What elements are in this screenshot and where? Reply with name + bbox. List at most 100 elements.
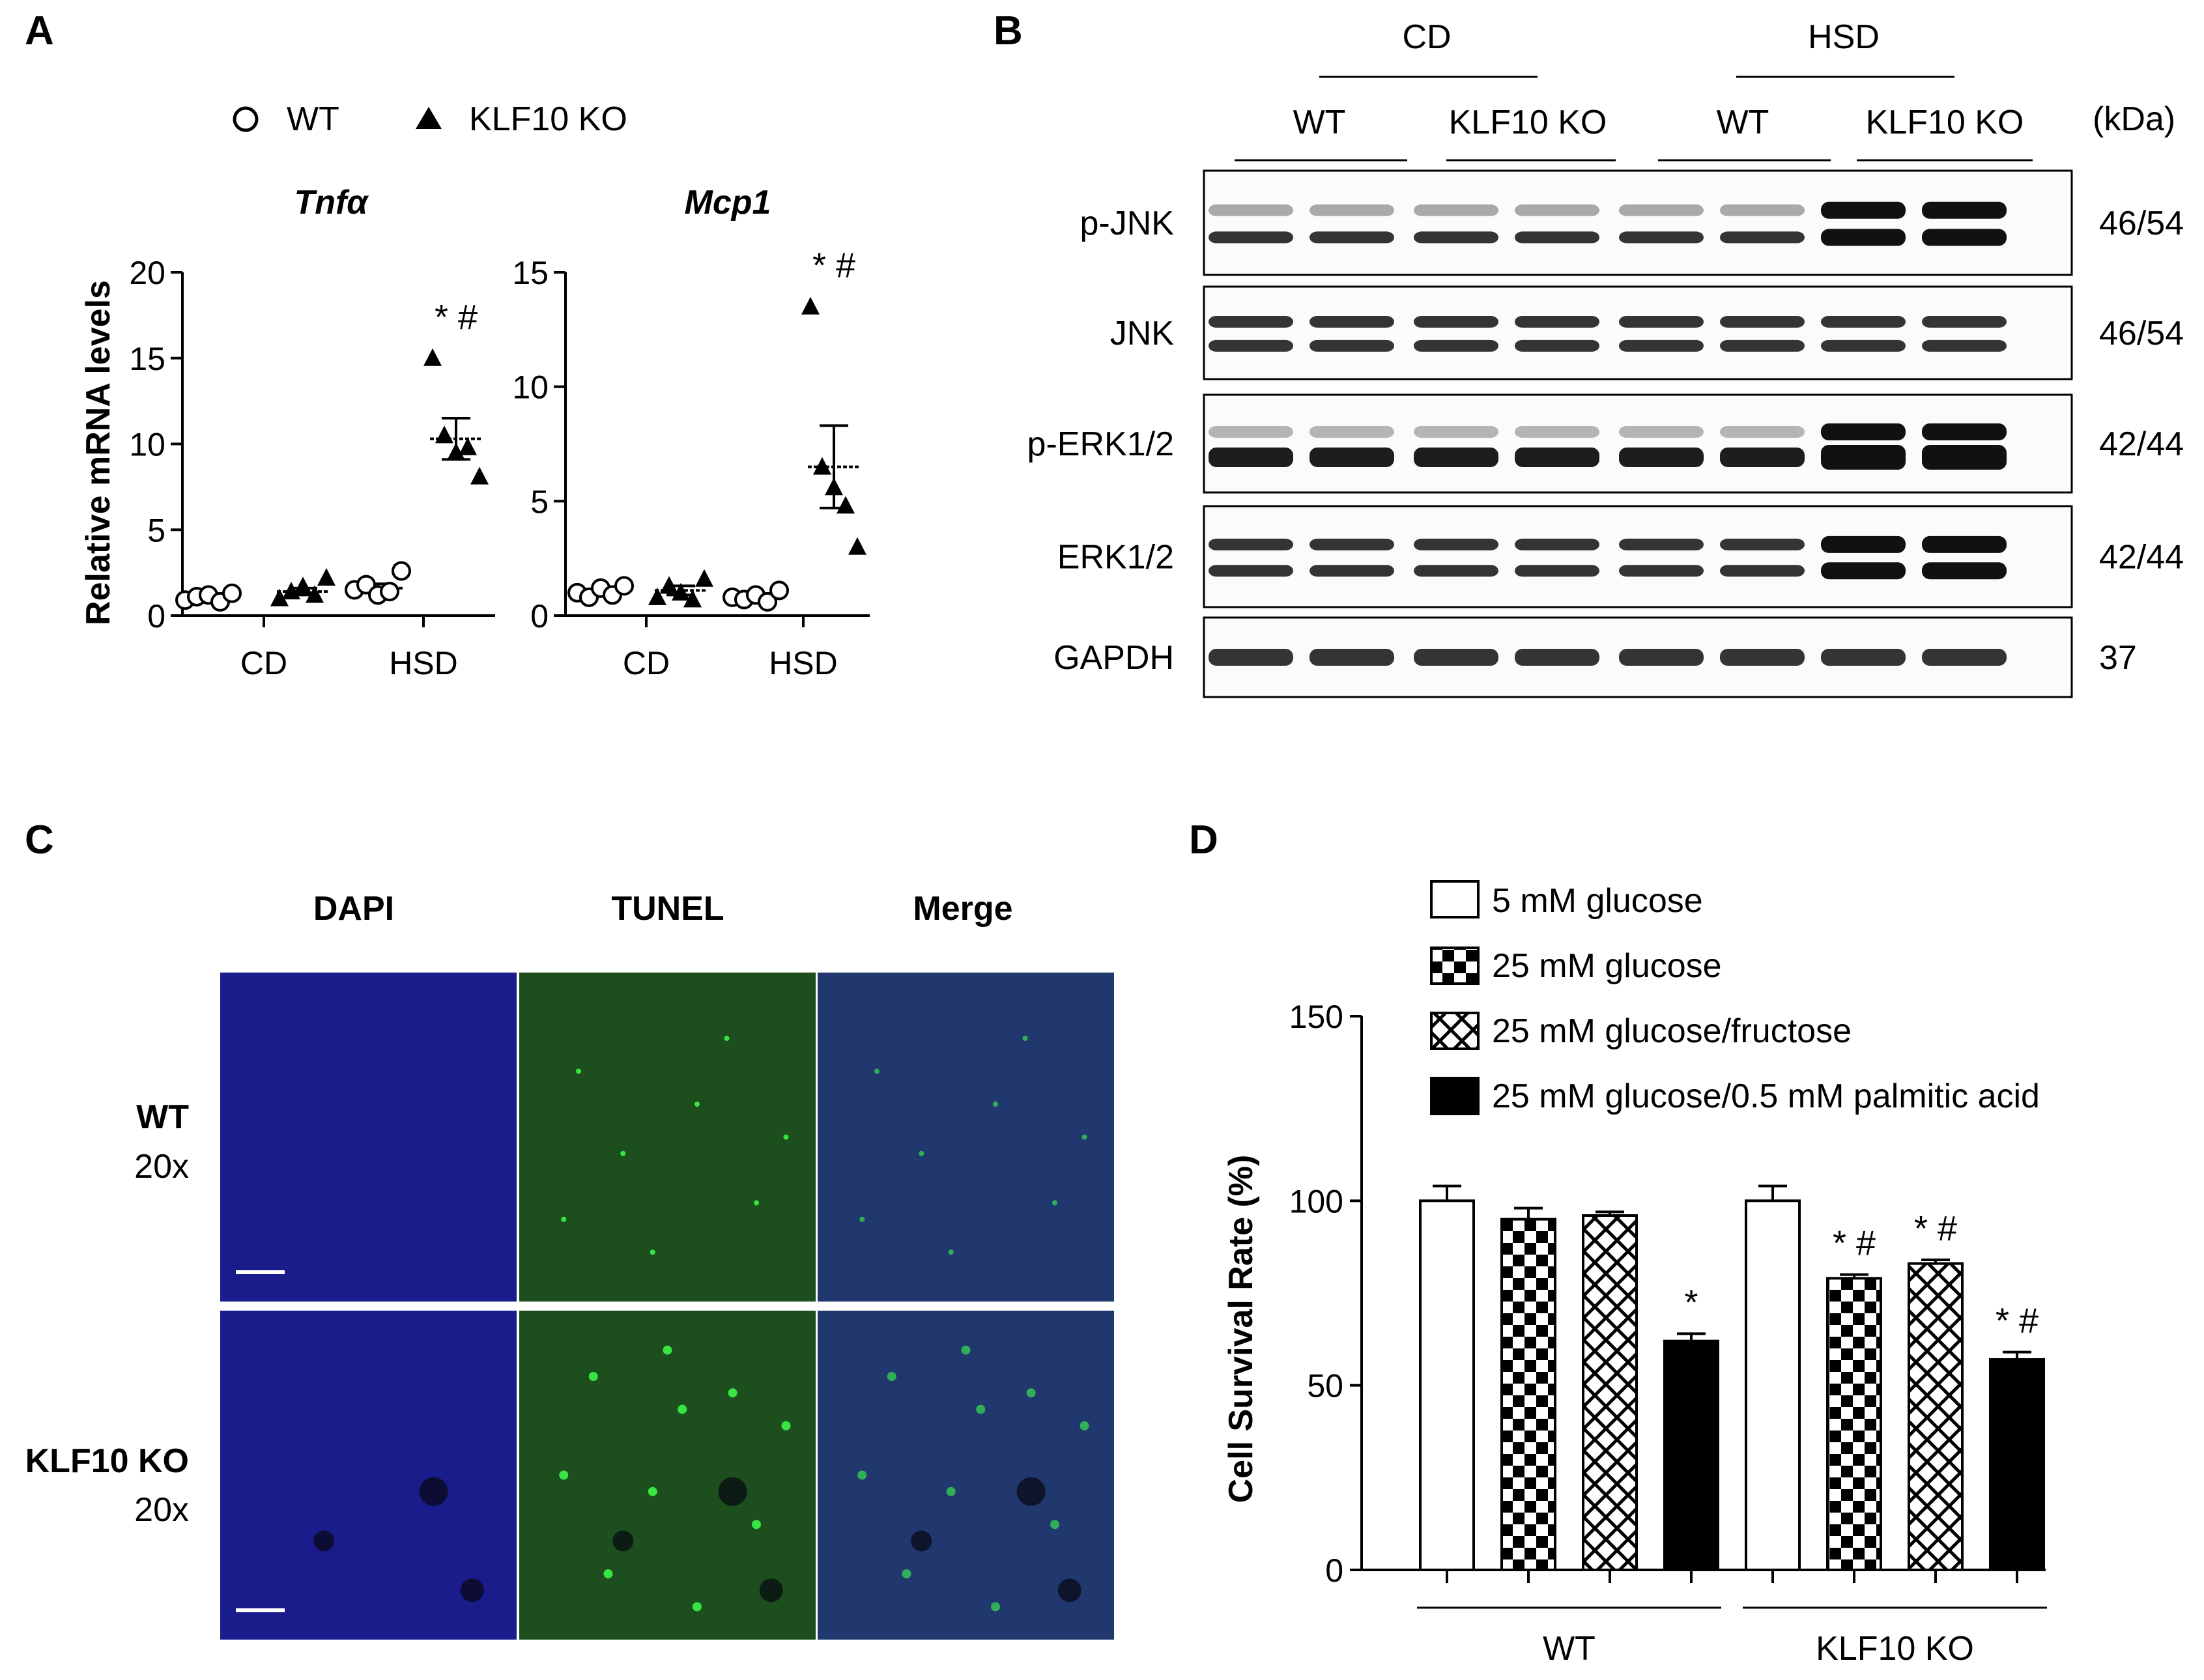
panel-b-western-blot: B CD HSD WT KLF10 KO WT KLF10 KO (kDa) p… [994, 8, 2184, 698]
blot-box [1203, 169, 2073, 276]
micrograph-image [220, 973, 517, 1302]
blot-band [1619, 204, 1704, 216]
data-point-ko [683, 590, 702, 608]
blot-row-label: GAPDH [1053, 639, 1174, 677]
x-category-label: HSD [769, 645, 838, 681]
apoptotic-spot [663, 1345, 672, 1355]
blot-band [1619, 315, 1704, 328]
bar [1500, 1217, 1556, 1571]
y-tick-label: 150 [1289, 999, 1343, 1035]
y-tick-label: 0 [1325, 1552, 1343, 1589]
x-category-label: WT [1543, 1630, 1596, 1668]
blot-band [1414, 315, 1498, 328]
apoptotic-spot [1080, 1421, 1089, 1431]
data-point-ko [695, 569, 713, 587]
apoptotic-spot [783, 1134, 789, 1140]
dark-vacuole [460, 1578, 484, 1602]
apoptotic-spot [620, 1150, 626, 1156]
blot-band [1922, 339, 2007, 352]
apoptotic-spot [752, 1520, 761, 1530]
blot-band [1720, 315, 1805, 328]
apoptotic-spot [559, 1470, 569, 1480]
legend-label-glucose-fructose: 25 mM glucose/fructose [1492, 1012, 1852, 1050]
blot-band [1821, 535, 1906, 553]
data-point-ko [660, 576, 678, 594]
data-point-ko [317, 568, 336, 586]
blot-band [1515, 315, 1599, 328]
legend-swatch-glucose-fructose [1430, 1012, 1480, 1050]
blot-row-label: JNK [1110, 315, 1175, 352]
blot-row-label: p-ERK1/2 [1027, 425, 1174, 463]
data-point-ko [306, 585, 324, 603]
blot-band [1209, 565, 1293, 577]
blot-box [1203, 505, 2073, 608]
legend-label-25mm-glucose: 25 mM glucose [1492, 947, 1722, 985]
blot-band [1821, 229, 1906, 246]
blot-band [1515, 565, 1599, 577]
apoptotic-spot [694, 1102, 700, 1107]
legend-label-ko: KLF10 KO [469, 100, 627, 138]
panel-a: A WT KLF10 KO Relative mRNA levels Tnfα … [25, 8, 870, 681]
micro-column-tunel: TUNEL [611, 890, 724, 928]
blot-row-kda: 46/54 [2099, 315, 2184, 352]
dark-vacuole [313, 1530, 335, 1552]
blot-band [1209, 231, 1293, 244]
blot-band [1414, 538, 1498, 550]
data-point-wt [614, 576, 634, 596]
data-point-ko [801, 296, 820, 315]
micro-row-ko-label: KLF10 KO [25, 1442, 189, 1480]
y-tick-label: 50 [1307, 1368, 1343, 1404]
data-point-wt [758, 591, 777, 612]
apoptotic-spot [874, 1068, 880, 1074]
apoptotic-spot [603, 1569, 613, 1578]
dark-vacuole [911, 1530, 932, 1552]
dark-vacuole [1016, 1477, 1046, 1506]
apoptotic-spot [946, 1487, 956, 1496]
chart-tnf-alpha: Tnfα 0 5 10 15 20 CD HSD * # [129, 184, 495, 681]
x-category-label: KLF10 KO [1816, 1630, 1974, 1668]
data-point-ko [435, 425, 453, 444]
panel-label-a: A [25, 8, 54, 53]
blot-band [1515, 448, 1599, 467]
blot-band [1922, 535, 2007, 553]
blot-genotype-label: WT [1293, 104, 1346, 141]
blot-band [1619, 565, 1704, 577]
blot-band [1619, 538, 1704, 550]
apoptotic-spot [576, 1068, 581, 1074]
blot-band [1310, 339, 1394, 352]
blot-band [1209, 448, 1293, 467]
apoptotic-spot [991, 1602, 1000, 1612]
blot-band [1619, 426, 1704, 438]
data-point-ko [813, 457, 831, 475]
apoptotic-spot [1081, 1134, 1087, 1140]
chart-mcp1: Mcp1 0 5 10 15 CD HSD * # [512, 184, 870, 681]
blot-band [1922, 423, 2007, 440]
panel-label-d: D [1189, 818, 1218, 862]
apoptotic-spot [648, 1487, 657, 1496]
y-tick-label: 0 [147, 598, 165, 634]
blot-band [1821, 445, 1906, 470]
blot-band [1720, 565, 1805, 577]
data-point-wt [392, 561, 411, 581]
data-point-wt [222, 583, 242, 603]
micrograph-image [519, 973, 816, 1302]
significance-label: * # [1833, 1224, 1876, 1263]
blot-band [1310, 231, 1394, 244]
apoptotic-spot [650, 1249, 655, 1255]
blot-band [1515, 231, 1599, 244]
blot-band [1414, 649, 1498, 666]
blot-band [1922, 649, 2007, 666]
micrograph-image [818, 973, 1114, 1302]
legend-swatch-25mm-glucose [1430, 947, 1480, 985]
blot-band [1821, 562, 1906, 580]
panel-c-tunel-images: C DAPI TUNEL Merge WT 20x KLF10 KO 20x [25, 818, 1114, 1640]
blot-band [1720, 339, 1805, 352]
blot-band [1922, 201, 2007, 219]
blot-kda-header: (kDa) [2093, 100, 2175, 138]
data-point-ko [672, 582, 690, 601]
dark-vacuole [718, 1477, 747, 1506]
blot-band [1515, 339, 1599, 352]
micrograph-grid [220, 973, 1114, 1640]
bar [1908, 1262, 1964, 1571]
